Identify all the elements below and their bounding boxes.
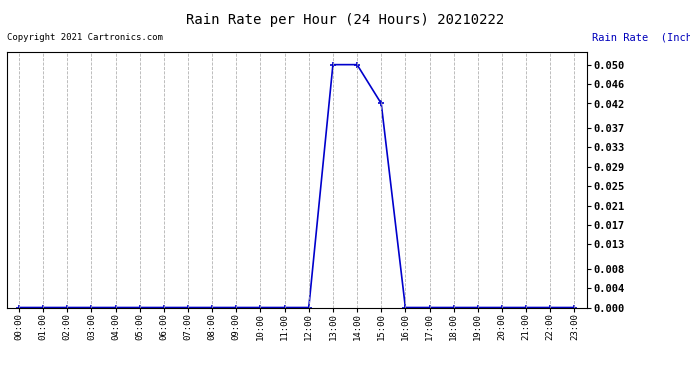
Text: Rain Rate per Hour (24 Hours) 20210222: Rain Rate per Hour (24 Hours) 20210222 — [186, 13, 504, 27]
Text: Rain Rate  (Inches/Hour): Rain Rate (Inches/Hour) — [592, 32, 690, 42]
Text: Copyright 2021 Cartronics.com: Copyright 2021 Cartronics.com — [7, 33, 163, 42]
